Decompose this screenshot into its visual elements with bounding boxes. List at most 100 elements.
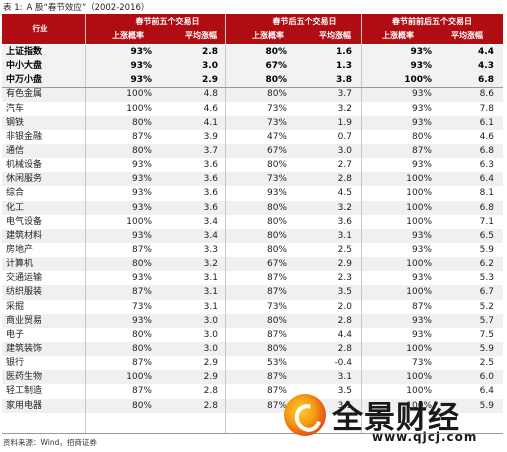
cell-a-prob: 80% [266,89,287,100]
cell-b-avg: 3.6 [203,188,218,199]
cell-a-prob: 80% [266,160,287,171]
cell-b-avg: 3.6 [203,160,218,171]
cell-b-avg: 3.1 [203,301,218,312]
cell-r-prob: 93% [411,117,432,128]
cell-name: 钢铁 [6,117,25,128]
cell-a-avg: 2.8 [337,343,352,354]
cell-r-prob: 100% [406,400,432,411]
table-row: 交通运输 93% 3.1 87% 2.3 93% 5.3 [2,271,503,285]
cell-a-avg: 3.7 [337,89,352,100]
cell-b-avg: 3.7 [203,145,218,156]
cell-name: 电子 [6,329,25,340]
cell-name: 计算机 [6,259,34,270]
cell-r-avg: 7.8 [479,103,494,114]
table-row: 商业贸易 93% 3.0 80% 2.8 93% 5.7 [2,313,503,328]
header-industry: 行业 [32,24,48,33]
cell-a-avg: 4.5 [337,188,352,199]
cell-name: 家用电器 [6,400,43,411]
cell-b-prob: 80% [131,145,152,156]
cell-b-avg: 2.9 [203,358,218,369]
cell-b-avg: 3.6 [203,174,218,185]
cell-r-avg: 5.9 [479,400,494,411]
table-row: 非银金融 87% 3.9 47% 0.7 80% 4.6 [2,130,503,144]
cell-r-prob: 93% [411,315,432,326]
source-note: 资料来源：Wind，招商证券 [3,438,97,447]
cell-b-avg: 3.3 [203,244,218,255]
cell-b-avg: 4.6 [203,103,218,114]
cell-b-prob: 93% [131,315,152,326]
cell-b-avg: 3.0 [202,61,218,72]
cell-b-prob: 93% [130,47,152,57]
cell-r-avg: 6.8 [479,202,494,213]
cell-r-avg: 6.3 [479,160,494,171]
cell-r-prob: 93% [411,89,432,100]
cell-name: 交通运输 [6,273,43,284]
cell-a-prob: 80% [266,315,287,326]
cell-name: 银行 [6,358,25,369]
cell-r-prob: 100% [406,188,432,199]
cell-a-avg: 3.2 [337,202,352,213]
cell-b-prob: 73% [131,301,152,312]
cell-r-prob: 100% [406,386,432,397]
cell-a-avg: 1.3 [336,61,352,72]
cell-b-avg: 3.0 [203,329,218,340]
cell-r-prob: 93% [411,230,432,241]
cell-a-prob: 87% [266,287,287,298]
cell-name: 医药生物 [6,372,43,383]
cell-b-prob: 93% [130,75,152,86]
cell-r-prob: 100% [406,202,432,213]
table-row: 钢铁 80% 4.1 73% 1.9 93% 6.1 [2,115,503,130]
column-divider [85,14,86,434]
cell-b-prob: 100% [126,216,152,227]
cell-r-avg: 4.3 [478,61,494,72]
cell-a-avg: 2.0 [337,301,352,312]
cell-r-avg: 2.5 [479,358,494,369]
caption-years: （2002-2016） [90,3,150,13]
cell-b-avg: 3.0 [203,343,218,354]
cell-a-prob: 67% [266,145,287,156]
cell-b-prob: 87% [131,244,152,255]
cell-b-prob: 93% [131,202,152,213]
cell-name: 轻工制造 [6,386,43,397]
cell-r-avg: 8.1 [479,188,494,199]
cell-b-avg: 3.9 [203,131,218,142]
table-row: 有色金属 100% 4.8 80% 3.7 93% 8.6 [2,87,503,102]
watermark-url: www.qjcj.com [372,430,478,444]
cell-name: 通信 [6,145,25,156]
cell-b-prob: 87% [131,131,152,142]
cell-name: 综合 [6,188,25,199]
cell-r-prob: 87% [411,145,432,156]
cell-a-avg: 3.1 [337,230,352,241]
header-after-prob: 上涨概率 [252,31,284,40]
cell-b-avg: 3.1 [203,273,218,284]
cell-a-prob: 80% [266,244,287,255]
cell-r-prob: 100% [406,216,432,227]
cell-r-avg: 6.8 [478,75,494,86]
header-around-prob: 上涨概率 [382,31,414,40]
table-row: 电气设备 100% 3.4 80% 3.6 100% 7.1 [2,215,503,229]
cell-r-avg: 7.1 [479,216,494,227]
cell-a-prob: 67% [266,259,287,270]
table-body: 上证指数 93% 2.8 80% 1.6 93% 4.4 中小大盘 93% 3.0 67% 1.3 93… [2,45,503,413]
cell-b-avg: 3.6 [203,202,218,213]
cell-a-prob: 87% [266,400,287,411]
cell-a-avg: 3.8 [336,75,352,86]
table-bottom-rule [2,433,503,434]
table-row: 医药生物 100% 2.9 87% 3.1 100% 6.0 [2,370,503,385]
cell-a-prob: 80% [266,230,287,241]
table-row: 中小大盘 93% 3.0 67% 1.3 93% 4.3 [2,59,503,74]
table-row: 建筑装饰 80% 3.0 80% 2.8 100% 5.9 [2,341,503,357]
cell-r-avg: 6.1 [479,117,494,128]
cell-r-avg: 4.6 [479,131,494,142]
cell-r-prob: 93% [410,61,432,72]
watermark-logo: 全景财经 www.qjcj.com [280,388,500,450]
cell-name: 中万小盘 [6,75,43,86]
cell-r-prob: 93% [411,160,432,171]
cell-r-avg: 6.7 [479,287,494,298]
cell-a-prob: 47% [266,131,287,142]
cell-name: 商业贸易 [6,315,43,326]
cell-name: 机械设备 [6,160,43,171]
cell-b-prob: 93% [131,273,152,284]
cell-b-avg: 2.9 [203,372,218,383]
cell-a-prob: 87% [266,372,287,383]
